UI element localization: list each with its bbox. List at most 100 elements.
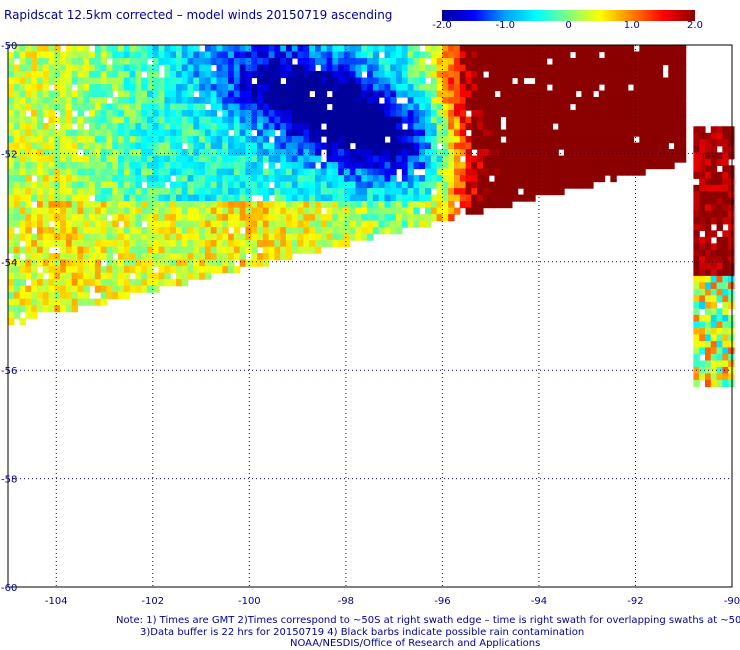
heatmap-cell [31,272,38,280]
heatmap-cell [210,266,218,274]
heatmap-cell [89,64,96,72]
heatmap-cell [280,233,287,241]
heatmap-cell [627,97,635,105]
heatmap-cell [343,194,351,202]
heatmap-cell [564,90,571,98]
heatmap-cell [361,155,368,163]
heatmap-cell [303,155,310,163]
heatmap-cell [42,142,50,150]
heatmap-cell [36,64,44,72]
heatmap-cell [187,188,194,196]
heatmap-cell [71,233,79,241]
heatmap-cell [511,155,519,163]
heatmap-cell [112,162,119,170]
heatmap-cell [303,246,310,254]
heatmap-cell [71,220,79,228]
heatmap-cell [54,188,61,196]
heatmap-cell [693,262,700,270]
heatmap-cell [343,64,351,72]
heatmap-cell [419,51,426,59]
heatmap-cell [222,71,229,79]
heatmap-cell [662,90,669,98]
heatmap-cell [71,58,79,66]
heatmap-cell [112,129,119,137]
heatmap-cell [633,84,640,92]
heatmap-cell [679,97,687,105]
heatmap-cell [129,175,137,183]
heatmap-cell [118,188,125,196]
heatmap-cell [517,181,525,189]
heatmap-cell [141,58,148,66]
heatmap-cell [19,175,26,183]
heatmap-cell [216,220,223,228]
heatmap-cell [442,58,449,66]
heatmap-cell [569,142,577,150]
heatmap-cell [506,201,513,209]
heatmap-cell [309,188,316,196]
heatmap-cell [361,162,368,170]
heatmap-cell [722,321,729,329]
heatmap-cell [164,77,171,85]
heatmap-cell [309,201,316,209]
heatmap-cell [529,162,536,170]
heatmap-cell [216,266,223,274]
heatmap-cell [60,142,67,150]
heatmap-cell [338,129,345,137]
heatmap-cell [228,77,235,85]
heatmap-cell [233,194,241,202]
heatmap-cell [621,71,629,79]
heatmap-cell [31,51,38,59]
heatmap-cell [674,71,681,79]
heatmap-cell [722,158,729,166]
heatmap-cell [100,194,108,202]
heatmap-cell [728,321,735,329]
heatmap-cell [77,110,84,118]
heatmap-cell [529,168,536,176]
heatmap-cell [257,84,264,92]
heatmap-cell [152,272,160,280]
x-tick-label: -102 [141,596,164,607]
heatmap-cell [448,90,455,98]
heatmap-cell [42,285,50,293]
heatmap-cell [564,129,571,137]
heatmap-cell [610,149,617,157]
heatmap-cell [31,64,38,72]
heatmap-cell [8,207,15,215]
heatmap-cell [77,58,84,66]
heatmap-cell [297,71,304,79]
heatmap-cell [390,136,397,144]
heatmap-cell [459,45,467,53]
heatmap-cell [355,214,362,222]
heatmap-cell [332,240,339,248]
heatmap-cell [19,305,26,313]
heatmap-cell [100,97,108,105]
heatmap-cell [262,129,270,137]
heatmap-cell [42,240,50,248]
heatmap-cell [100,51,108,59]
heatmap-cell [175,149,183,157]
heatmap-cell [112,207,119,215]
heatmap-cell [378,64,386,72]
heatmap-cell [65,71,73,79]
heatmap-cell [320,194,328,202]
heatmap-cell [222,168,229,176]
heatmap-cell [699,165,706,173]
heatmap-cell [378,214,386,222]
heatmap-cell [361,149,368,157]
heatmap-cell [540,90,548,98]
heatmap-cell [453,129,461,137]
heatmap-cell [693,314,700,323]
heatmap-cell [286,168,293,176]
heatmap-cell [25,311,32,319]
heatmap-cell [390,77,397,85]
heatmap-cell [704,132,712,140]
heatmap-cell [722,379,729,388]
heatmap-cell [94,201,102,209]
heatmap-cell [48,194,55,202]
heatmap-cell [552,142,559,150]
heatmap-cell [106,155,113,163]
heatmap-cell [465,90,472,98]
heatmap-cell [31,253,38,261]
heatmap-cell [118,175,125,183]
heatmap-cell [511,90,519,98]
